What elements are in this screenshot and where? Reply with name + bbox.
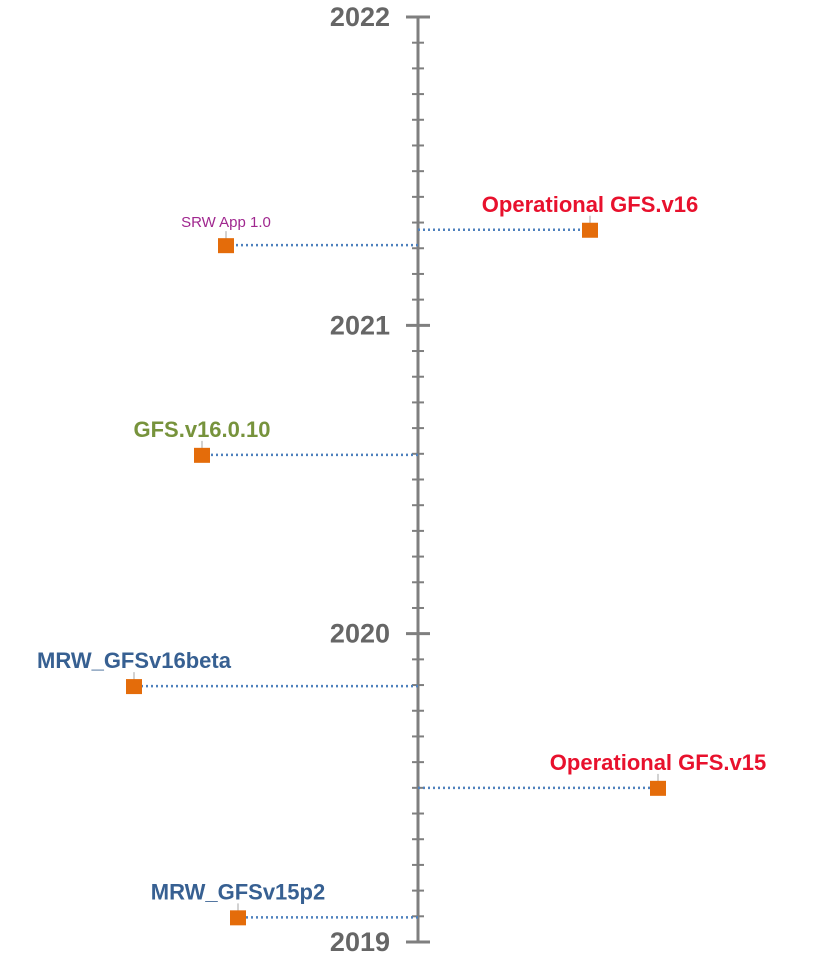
event-labels: 2019 2020 2021 2022 SRW App 1.0 Operational G… bbox=[37, 2, 766, 957]
timeline-axis bbox=[406, 15, 430, 944]
event-label: GFS.v16.0.10 bbox=[134, 417, 271, 442]
tick-label: 2019 bbox=[330, 927, 390, 957]
event-markers bbox=[126, 222, 666, 926]
event-marker bbox=[126, 679, 142, 695]
event-marker bbox=[650, 780, 666, 796]
event-marker bbox=[194, 447, 210, 463]
tick-label: 2022 bbox=[330, 2, 390, 32]
event-marker bbox=[218, 238, 234, 254]
event-label: SRW App 1.0 bbox=[181, 214, 271, 231]
tick-label: 2020 bbox=[330, 619, 390, 649]
tick-label: 2021 bbox=[330, 310, 390, 340]
connector-lines bbox=[133, 215, 659, 919]
event-label: MRW_GFSv16beta bbox=[37, 648, 232, 673]
event-label: Operational GFS.v16 bbox=[482, 192, 698, 217]
event-marker bbox=[582, 222, 598, 238]
event-marker bbox=[230, 910, 246, 926]
event-label: Operational GFS.v15 bbox=[550, 750, 766, 775]
event-label: MRW_GFSv15p2 bbox=[151, 879, 325, 904]
